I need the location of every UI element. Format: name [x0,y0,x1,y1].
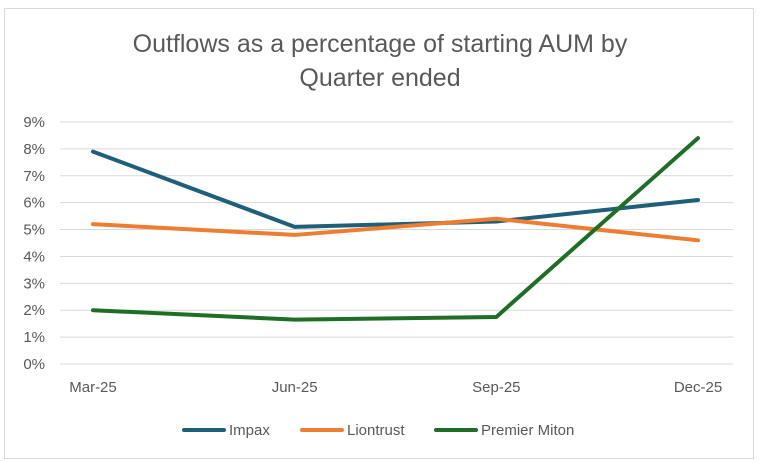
y-tick-label: 9% [23,114,45,131]
series-line-premier-miton [91,136,700,322]
legend-label: Liontrust [347,422,405,439]
y-tick-label: 5% [23,222,45,239]
legend-label: Impax [229,422,270,439]
y-tick-label: 0% [23,356,45,373]
y-tick-label: 2% [23,302,45,319]
y-tick-label: 1% [23,329,45,346]
y-tick-label: 4% [23,248,45,265]
x-tick-label: Dec-25 [674,379,722,396]
legend-label: Premier Miton [481,422,574,439]
y-tick-label: 6% [23,195,45,212]
chart-title-line-1: Outflows as a percentage of starting AUM… [133,30,628,58]
x-tick-label: Sep-25 [472,379,520,396]
x-tick-label: Mar-25 [69,379,117,396]
series-line-impax [91,149,700,229]
x-axis-tick-labels: Mar-25 Jun-25 Sep-25 Dec-25 [69,379,722,396]
series-lines [91,136,700,322]
y-tick-label: 8% [23,141,45,158]
y-tick-label: 3% [23,275,45,292]
x-tick-label: Jun-25 [272,379,318,396]
y-axis-tick-labels: 0% 1% 2% 3% 4% 5% 6% 7% 8% 9% [23,114,45,373]
y-tick-label: 7% [23,168,45,185]
gridlines [60,121,733,365]
chart-title-line-2: Quarter ended [299,64,460,92]
legend: Impax Liontrust Premier Miton [182,422,574,439]
